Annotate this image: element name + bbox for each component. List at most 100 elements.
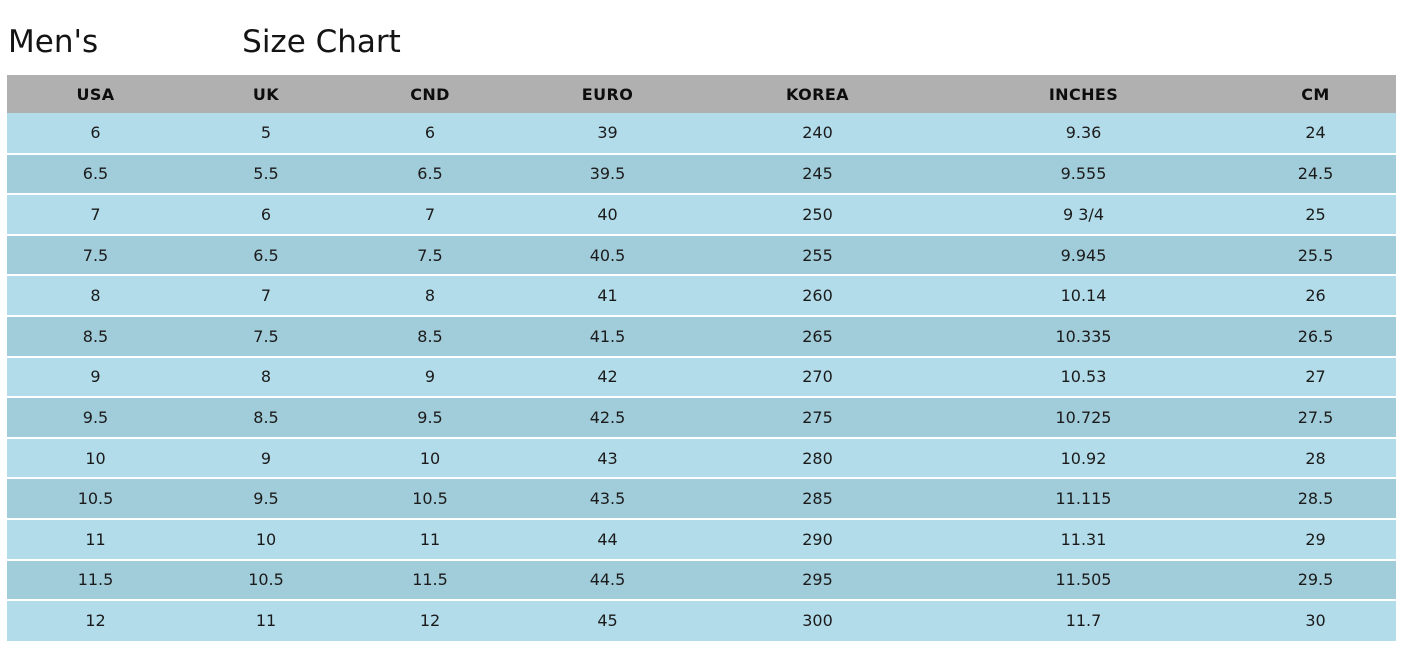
cell-euro: 41 (512, 275, 703, 317)
cell-korea: 285 (703, 478, 932, 520)
table-header-row: USA UK CND EURO KOREA INCHES CM (7, 75, 1396, 113)
cell-cm: 28 (1235, 437, 1396, 480)
cell-inches: 9.36 (932, 113, 1235, 155)
table-row: 6 5 6 39 240 9.36 24 (7, 113, 1396, 155)
table-row: 10.5 9.5 10.5 43.5 285 11.115 28.5 (7, 478, 1396, 520)
cell-korea: 245 (703, 153, 932, 196)
cell-usa: 11 (7, 518, 184, 561)
cell-uk: 10 (184, 518, 348, 561)
column-header-usa: USA (7, 75, 184, 113)
table-row: 11.5 10.5 11.5 44.5 295 11.505 29.5 (7, 559, 1396, 602)
cell-cnd: 8 (348, 275, 512, 317)
cell-korea: 300 (703, 600, 932, 641)
cell-euro: 40 (512, 194, 703, 236)
cell-cm: 30 (1235, 600, 1396, 641)
table-row: 10 9 10 43 280 10.92 28 (7, 437, 1396, 480)
cell-inches: 10.335 (932, 315, 1235, 358)
cell-uk: 11 (184, 600, 348, 641)
cell-inches: 11.115 (932, 478, 1235, 520)
cell-uk: 5.5 (184, 153, 348, 196)
table-row: 9 8 9 42 270 10.53 27 (7, 356, 1396, 399)
cell-uk: 10.5 (184, 559, 348, 602)
cell-cnd: 11.5 (348, 559, 512, 602)
cell-cm: 27.5 (1235, 397, 1396, 439)
cell-usa: 7 (7, 194, 184, 236)
cell-usa: 12 (7, 600, 184, 641)
cell-inches: 10.14 (932, 275, 1235, 317)
page-title-prefix: Men's (8, 23, 99, 60)
column-header-korea: KOREA (703, 75, 932, 113)
cell-korea: 240 (703, 113, 932, 155)
cell-euro: 39 (512, 113, 703, 155)
cell-inches: 9.945 (932, 234, 1235, 277)
cell-cnd: 9 (348, 356, 512, 399)
cell-uk: 7 (184, 275, 348, 317)
size-chart-table: USA UK CND EURO KOREA INCHES CM 6 5 6 39 240 9.36 24… (7, 75, 1396, 641)
cell-inches: 9 3/4 (932, 194, 1235, 236)
cell-euro: 42.5 (512, 397, 703, 439)
cell-uk: 8.5 (184, 397, 348, 439)
cell-cm: 28.5 (1235, 478, 1396, 520)
table-header: USA UK CND EURO KOREA INCHES CM (7, 75, 1396, 113)
cell-cm: 24.5 (1235, 153, 1396, 196)
column-header-cnd: CND (348, 75, 512, 113)
column-header-inches: INCHES (932, 75, 1235, 113)
cell-inches: 10.92 (932, 437, 1235, 480)
cell-uk: 9 (184, 437, 348, 480)
cell-euro: 39.5 (512, 153, 703, 196)
cell-cnd: 11 (348, 518, 512, 561)
cell-euro: 40.5 (512, 234, 703, 277)
cell-uk: 9.5 (184, 478, 348, 520)
table-row: 11 10 11 44 290 11.31 29 (7, 518, 1396, 561)
cell-cm: 24 (1235, 113, 1396, 155)
cell-cm: 25.5 (1235, 234, 1396, 277)
cell-cm: 27 (1235, 356, 1396, 399)
cell-euro: 42 (512, 356, 703, 399)
table-row: 8 7 8 41 260 10.14 26 (7, 275, 1396, 317)
table-row: 7.5 6.5 7.5 40.5 255 9.945 25.5 (7, 234, 1396, 277)
cell-cnd: 10 (348, 437, 512, 480)
title-redacted-brand (98, 25, 243, 59)
cell-usa: 8.5 (7, 315, 184, 358)
cell-korea: 255 (703, 234, 932, 277)
cell-uk: 8 (184, 356, 348, 399)
cell-cm: 29 (1235, 518, 1396, 561)
page-title: Men's Size Chart (8, 18, 401, 66)
cell-inches: 11.7 (932, 600, 1235, 641)
cell-euro: 44 (512, 518, 703, 561)
cell-cnd: 8.5 (348, 315, 512, 358)
cell-usa: 10.5 (7, 478, 184, 520)
cell-inches: 11.505 (932, 559, 1235, 602)
cell-korea: 275 (703, 397, 932, 439)
cell-uk: 7.5 (184, 315, 348, 358)
cell-uk: 6 (184, 194, 348, 236)
table-row: 8.5 7.5 8.5 41.5 265 10.335 26.5 (7, 315, 1396, 358)
cell-euro: 44.5 (512, 559, 703, 602)
cell-usa: 7.5 (7, 234, 184, 277)
cell-euro: 45 (512, 600, 703, 641)
cell-korea: 290 (703, 518, 932, 561)
cell-cm: 26 (1235, 275, 1396, 317)
cell-usa: 10 (7, 437, 184, 480)
table-row: 9.5 8.5 9.5 42.5 275 10.725 27.5 (7, 397, 1396, 439)
cell-korea: 260 (703, 275, 932, 317)
cell-cm: 29.5 (1235, 559, 1396, 602)
cell-euro: 43 (512, 437, 703, 480)
cell-usa: 6.5 (7, 153, 184, 196)
cell-inches: 10.53 (932, 356, 1235, 399)
cell-korea: 295 (703, 559, 932, 602)
cell-uk: 5 (184, 113, 348, 155)
cell-cnd: 12 (348, 600, 512, 641)
column-header-euro: EURO (512, 75, 703, 113)
table-row: 12 11 12 45 300 11.7 30 (7, 600, 1396, 641)
cell-korea: 265 (703, 315, 932, 358)
cell-inches: 11.31 (932, 518, 1235, 561)
cell-inches: 9.555 (932, 153, 1235, 196)
table-body: 6 5 6 39 240 9.36 24 6.5 5.5 6.5 39.5 245 9.555 24.5 7… (7, 113, 1396, 641)
column-header-cm: CM (1235, 75, 1396, 113)
page-title-suffix: Size Chart (242, 23, 401, 60)
cell-usa: 6 (7, 113, 184, 155)
cell-korea: 280 (703, 437, 932, 480)
cell-usa: 9.5 (7, 397, 184, 439)
